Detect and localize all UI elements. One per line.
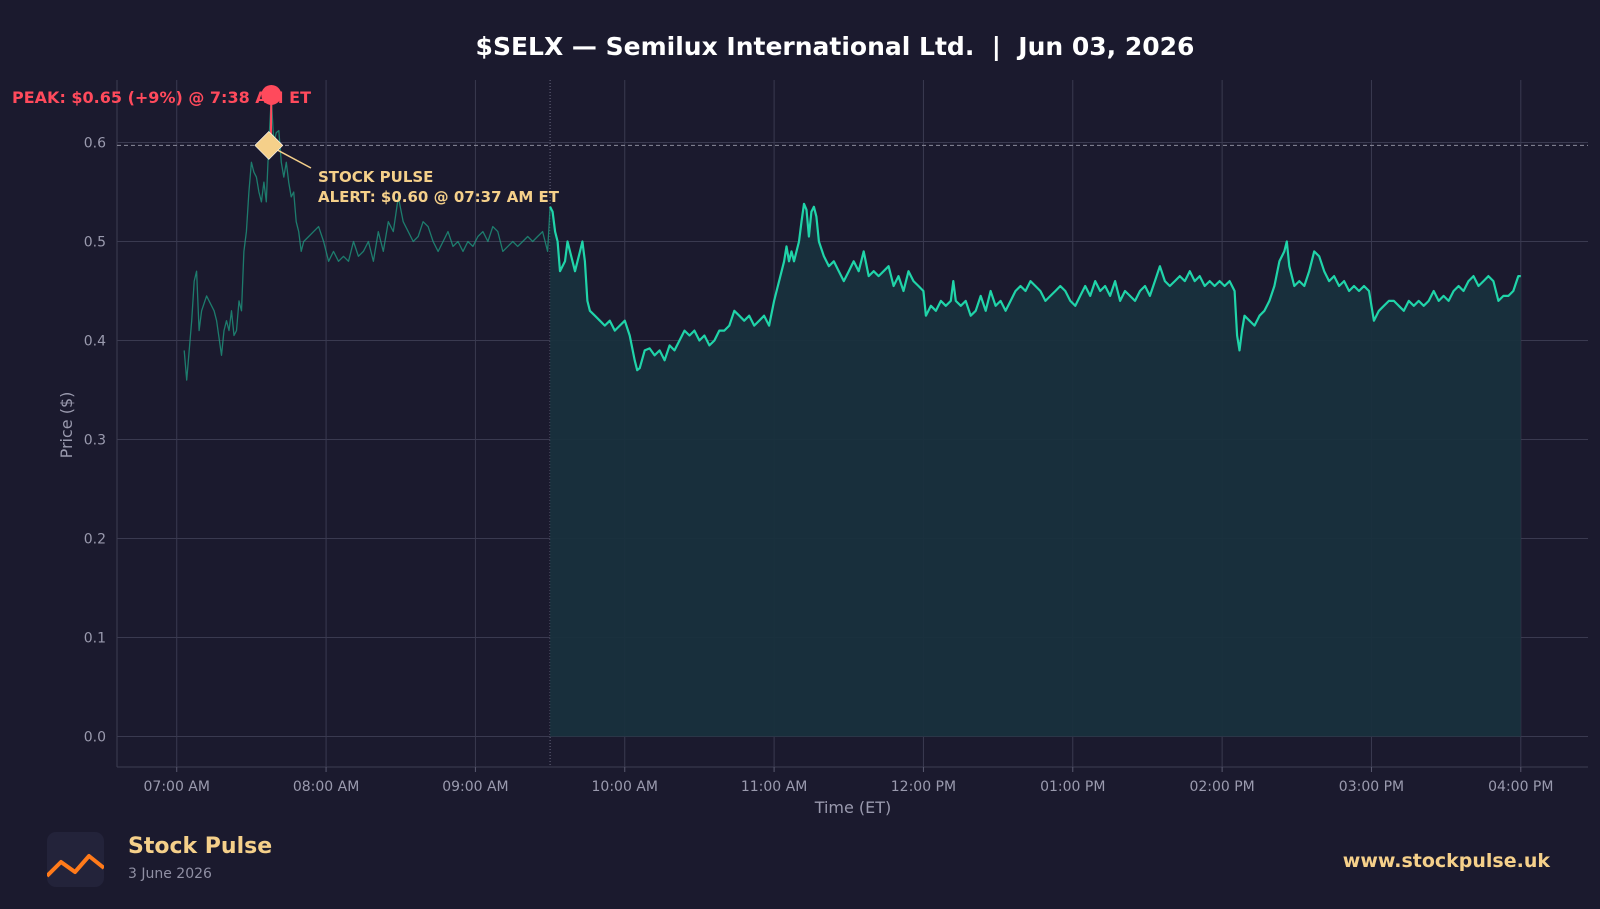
x-tick-label: 04:00 PM (1488, 779, 1553, 795)
x-tick-label: 03:00 PM (1339, 779, 1404, 795)
x-tick-label: 11:00 AM (741, 779, 807, 795)
footer-date: 3 June 2026 (128, 866, 212, 882)
x-tick-label: 02:00 PM (1189, 779, 1254, 795)
y-tick-label: 0.1 (84, 630, 106, 646)
peak-label: PEAK: $0.65 (+9%) @ 7:38 AM ET (12, 88, 311, 107)
y-tick-label: 0.3 (84, 432, 106, 448)
y-axis-label: Price ($) (57, 392, 76, 459)
footer-brand: Stock Pulse (128, 834, 273, 859)
trend-line-icon (47, 854, 104, 878)
y-tick-label: 0.2 (84, 531, 106, 547)
axis-ticks: 0.0 0.1 0.2 0.3 0.4 0.5 0.6 07:00 AM 08:00 AM 09:… (84, 135, 1554, 795)
peak-marker (261, 84, 282, 105)
chart-title: $SELX — Semilux International Ltd. | Jun… (476, 32, 1195, 61)
x-tick-label: 08:00 AM (293, 779, 359, 795)
footer-url[interactable]: www.stockpulse.uk (1342, 850, 1550, 872)
x-tick-label: 07:00 AM (144, 779, 210, 795)
x-tick-label: 12:00 PM (891, 779, 956, 795)
x-tick-label: 09:00 AM (442, 779, 508, 795)
y-tick-label: 0.6 (84, 135, 106, 151)
x-axis-label: Time (ET) (814, 798, 892, 817)
alert-marker (254, 131, 284, 160)
regular-session-area (550, 203, 1521, 737)
alert-label-line2: ALERT: $0.60 @ 07:37 AM ET (318, 188, 560, 206)
price-lines (183, 97, 1521, 381)
regular-session-line (549, 202, 1521, 372)
stock-pulse-logo (47, 832, 104, 887)
y-tick-label: 0.4 (84, 333, 106, 349)
y-tick-label: 0.5 (84, 234, 106, 250)
x-tick-label: 01:00 PM (1040, 779, 1105, 795)
session-area (550, 203, 1521, 737)
alert-label-line1: STOCK PULSE (318, 168, 433, 186)
x-tick-label: 10:00 AM (592, 779, 658, 795)
pre-market-line (183, 97, 551, 381)
y-tick-label: 0.0 (84, 730, 106, 746)
chart-annotations (254, 84, 312, 169)
